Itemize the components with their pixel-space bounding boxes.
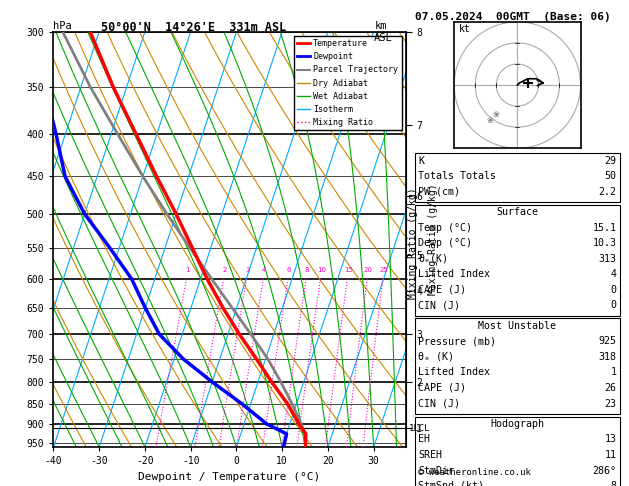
Text: 50: 50 <box>604 171 616 181</box>
Text: Hodograph: Hodograph <box>491 419 544 429</box>
Text: Totals Totals: Totals Totals <box>418 171 496 181</box>
Text: θₑ(K): θₑ(K) <box>418 254 448 264</box>
Text: Pressure (mb): Pressure (mb) <box>418 336 496 347</box>
Text: 10.3: 10.3 <box>593 238 616 248</box>
Text: 1LCL: 1LCL <box>409 423 431 433</box>
Text: © weatheronline.co.uk: © weatheronline.co.uk <box>418 468 531 477</box>
Text: ASL: ASL <box>374 33 393 43</box>
Text: Temp (°C): Temp (°C) <box>418 223 472 233</box>
Text: kt: kt <box>459 24 470 35</box>
Text: hPa: hPa <box>53 21 72 31</box>
Text: Lifted Index: Lifted Index <box>418 269 490 279</box>
Y-axis label: Mixing Ratio (g/kg): Mixing Ratio (g/kg) <box>428 184 438 295</box>
Text: K: K <box>418 156 425 166</box>
Text: 4: 4 <box>610 269 616 279</box>
Text: 15.1: 15.1 <box>593 223 616 233</box>
Text: 8: 8 <box>610 481 616 486</box>
Text: $❀$: $❀$ <box>492 109 501 119</box>
Text: SREH: SREH <box>418 450 442 460</box>
Text: 4: 4 <box>262 267 267 273</box>
Text: 2.2: 2.2 <box>598 187 616 197</box>
Text: 8: 8 <box>304 267 309 273</box>
Text: 25: 25 <box>379 267 388 273</box>
Text: 0: 0 <box>610 285 616 295</box>
Text: Dewp (°C): Dewp (°C) <box>418 238 472 248</box>
Text: 313: 313 <box>598 254 616 264</box>
Text: 1: 1 <box>610 367 616 378</box>
Legend: Temperature, Dewpoint, Parcel Trajectory, Dry Adiabat, Wet Adiabat, Isotherm, Mi: Temperature, Dewpoint, Parcel Trajectory… <box>294 36 401 130</box>
Text: 1: 1 <box>186 267 190 273</box>
Text: 10: 10 <box>317 267 326 273</box>
Text: 29: 29 <box>604 156 616 166</box>
Text: 925: 925 <box>598 336 616 347</box>
Text: CAPE (J): CAPE (J) <box>418 285 466 295</box>
Text: 11: 11 <box>604 450 616 460</box>
Text: 3: 3 <box>245 267 250 273</box>
Text: Mixing Ratio (g/kg): Mixing Ratio (g/kg) <box>408 187 418 299</box>
Text: 15: 15 <box>343 267 353 273</box>
Text: Lifted Index: Lifted Index <box>418 367 490 378</box>
Text: EH: EH <box>418 434 430 445</box>
Text: θₑ (K): θₑ (K) <box>418 352 454 362</box>
Text: 0: 0 <box>610 300 616 311</box>
Text: 26: 26 <box>604 383 616 393</box>
Text: 2: 2 <box>222 267 226 273</box>
Text: 07.05.2024  00GMT  (Base: 06): 07.05.2024 00GMT (Base: 06) <box>415 12 611 22</box>
Text: km: km <box>374 21 387 31</box>
Text: 318: 318 <box>598 352 616 362</box>
Text: 20: 20 <box>364 267 372 273</box>
Text: Surface: Surface <box>496 207 538 217</box>
Text: CIN (J): CIN (J) <box>418 399 460 409</box>
Text: 6: 6 <box>287 267 291 273</box>
Text: StmSpd (kt): StmSpd (kt) <box>418 481 484 486</box>
Text: CAPE (J): CAPE (J) <box>418 383 466 393</box>
Text: PW (cm): PW (cm) <box>418 187 460 197</box>
Text: 50°00'N  14°26'E  331m ASL: 50°00'N 14°26'E 331m ASL <box>101 21 286 34</box>
Text: Most Unstable: Most Unstable <box>478 321 557 331</box>
Text: $❀$: $❀$ <box>486 115 494 125</box>
Text: 23: 23 <box>604 399 616 409</box>
Text: StmDir: StmDir <box>418 466 454 476</box>
X-axis label: Dewpoint / Temperature (°C): Dewpoint / Temperature (°C) <box>138 472 321 482</box>
Text: 13: 13 <box>604 434 616 445</box>
Text: 286°: 286° <box>593 466 616 476</box>
Text: CIN (J): CIN (J) <box>418 300 460 311</box>
